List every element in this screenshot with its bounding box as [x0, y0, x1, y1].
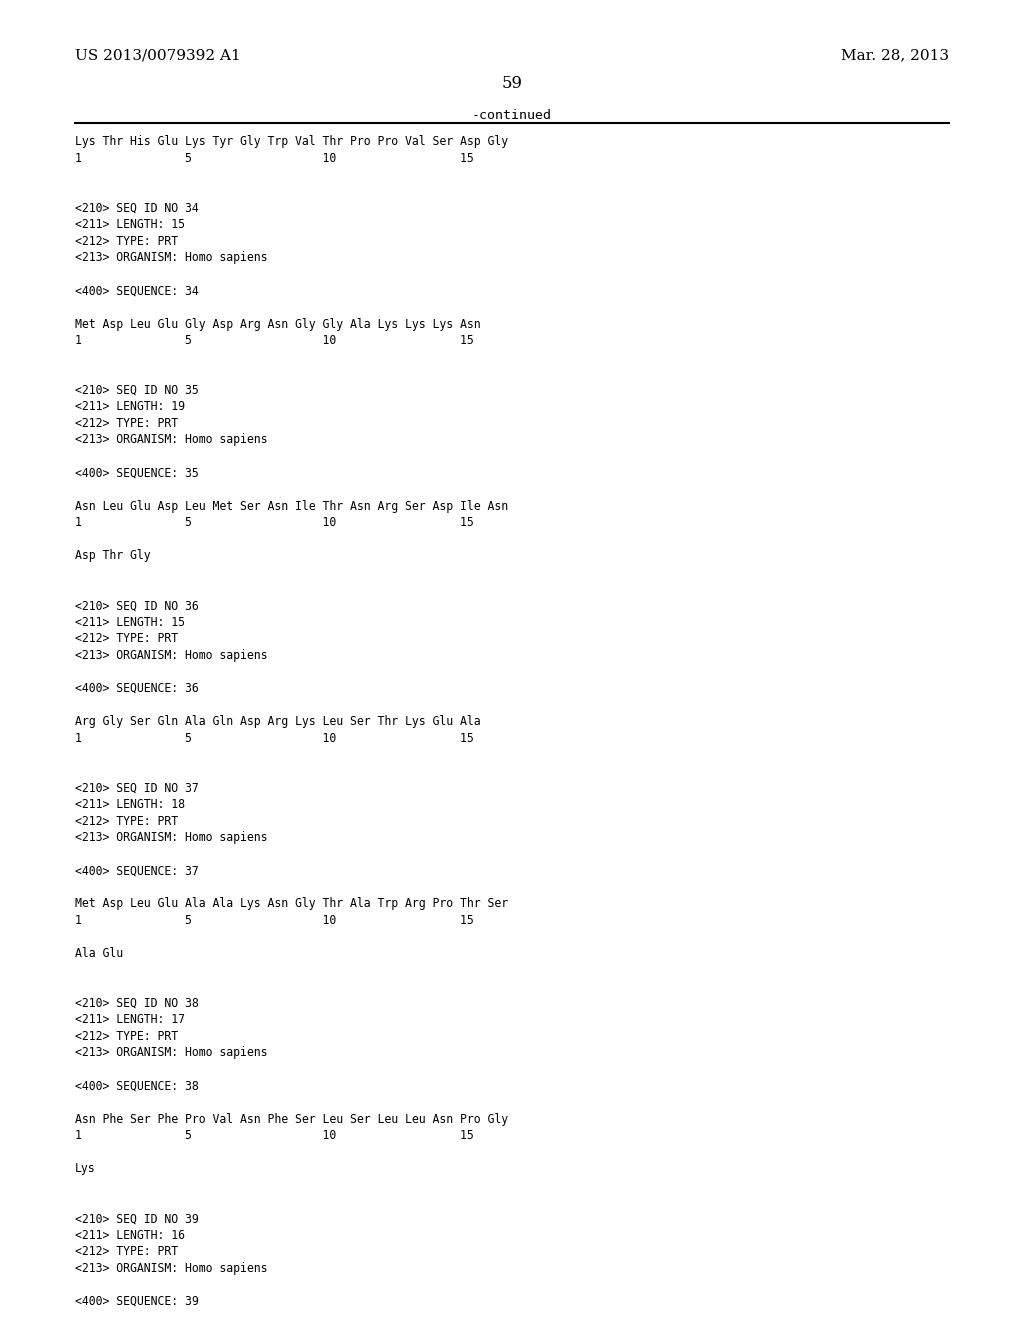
Text: Asn Leu Glu Asp Leu Met Ser Asn Ile Thr Asn Arg Ser Asp Ile Asn: Asn Leu Glu Asp Leu Met Ser Asn Ile Thr …	[75, 500, 508, 512]
Text: Ala Glu: Ala Glu	[75, 946, 123, 960]
Text: <213> ORGANISM: Homo sapiens: <213> ORGANISM: Homo sapiens	[75, 1262, 267, 1275]
Text: <211> LENGTH: 15: <211> LENGTH: 15	[75, 615, 184, 628]
Text: 1               5                   10                  15: 1 5 10 15	[75, 731, 473, 744]
Text: <211> LENGTH: 18: <211> LENGTH: 18	[75, 797, 184, 810]
Text: <210> SEQ ID NO 36: <210> SEQ ID NO 36	[75, 599, 199, 612]
Text: <400> SEQUENCE: 38: <400> SEQUENCE: 38	[75, 1080, 199, 1093]
Text: Lys Thr His Glu Lys Tyr Gly Trp Val Thr Pro Pro Val Ser Asp Gly: Lys Thr His Glu Lys Tyr Gly Trp Val Thr …	[75, 135, 508, 148]
Text: 1               5                   10                  15: 1 5 10 15	[75, 913, 473, 927]
Text: <211> LENGTH: 15: <211> LENGTH: 15	[75, 218, 184, 231]
Text: Met Asp Leu Glu Ala Ala Lys Asn Gly Thr Ala Trp Arg Pro Thr Ser: Met Asp Leu Glu Ala Ala Lys Asn Gly Thr …	[75, 898, 508, 911]
Text: <213> ORGANISM: Homo sapiens: <213> ORGANISM: Homo sapiens	[75, 649, 267, 661]
Text: <400> SEQUENCE: 36: <400> SEQUENCE: 36	[75, 682, 199, 694]
Text: <210> SEQ ID NO 34: <210> SEQ ID NO 34	[75, 202, 199, 215]
Text: Mar. 28, 2013: Mar. 28, 2013	[842, 49, 949, 62]
Text: <400> SEQUENCE: 37: <400> SEQUENCE: 37	[75, 865, 199, 878]
Text: <212> TYPE: PRT: <212> TYPE: PRT	[75, 632, 178, 645]
Text: 1               5                   10                  15: 1 5 10 15	[75, 1130, 473, 1142]
Text: -continued: -continued	[472, 110, 552, 121]
Text: <400> SEQUENCE: 35: <400> SEQUENCE: 35	[75, 467, 199, 479]
Text: <213> ORGANISM: Homo sapiens: <213> ORGANISM: Homo sapiens	[75, 1047, 267, 1060]
Text: <213> ORGANISM: Homo sapiens: <213> ORGANISM: Homo sapiens	[75, 251, 267, 264]
Text: <210> SEQ ID NO 38: <210> SEQ ID NO 38	[75, 997, 199, 1010]
Text: Asn Phe Ser Phe Pro Val Asn Phe Ser Leu Ser Leu Leu Asn Pro Gly: Asn Phe Ser Phe Pro Val Asn Phe Ser Leu …	[75, 1113, 508, 1126]
Text: <210> SEQ ID NO 39: <210> SEQ ID NO 39	[75, 1212, 199, 1225]
Text: <212> TYPE: PRT: <212> TYPE: PRT	[75, 1030, 178, 1043]
Text: <211> LENGTH: 16: <211> LENGTH: 16	[75, 1229, 184, 1242]
Text: <400> SEQUENCE: 39: <400> SEQUENCE: 39	[75, 1295, 199, 1308]
Text: <211> LENGTH: 19: <211> LENGTH: 19	[75, 400, 184, 413]
Text: <212> TYPE: PRT: <212> TYPE: PRT	[75, 1245, 178, 1258]
Text: <210> SEQ ID NO 35: <210> SEQ ID NO 35	[75, 384, 199, 397]
Text: 59: 59	[502, 74, 522, 91]
Text: <212> TYPE: PRT: <212> TYPE: PRT	[75, 417, 178, 430]
Text: Arg Gly Ser Gln Ala Gln Asp Arg Lys Leu Ser Thr Lys Glu Ala: Arg Gly Ser Gln Ala Gln Asp Arg Lys Leu …	[75, 715, 480, 729]
Text: Asp Thr Gly: Asp Thr Gly	[75, 549, 151, 562]
Text: <210> SEQ ID NO 37: <210> SEQ ID NO 37	[75, 781, 199, 795]
Text: 1               5                   10                  15: 1 5 10 15	[75, 516, 473, 529]
Text: <400> SEQUENCE: 34: <400> SEQUENCE: 34	[75, 284, 199, 297]
Text: Met Asp Leu Glu Gly Asp Arg Asn Gly Gly Ala Lys Lys Lys Asn: Met Asp Leu Glu Gly Asp Arg Asn Gly Gly …	[75, 318, 480, 330]
Text: US 2013/0079392 A1: US 2013/0079392 A1	[75, 49, 241, 62]
Text: <213> ORGANISM: Homo sapiens: <213> ORGANISM: Homo sapiens	[75, 832, 267, 843]
Text: 1               5                   10                  15: 1 5 10 15	[75, 152, 473, 165]
Text: Lys: Lys	[75, 1163, 95, 1175]
Text: <213> ORGANISM: Homo sapiens: <213> ORGANISM: Homo sapiens	[75, 433, 267, 446]
Text: <212> TYPE: PRT: <212> TYPE: PRT	[75, 814, 178, 828]
Text: 1               5                   10                  15: 1 5 10 15	[75, 334, 473, 347]
Text: <211> LENGTH: 17: <211> LENGTH: 17	[75, 1014, 184, 1026]
Text: <212> TYPE: PRT: <212> TYPE: PRT	[75, 235, 178, 248]
